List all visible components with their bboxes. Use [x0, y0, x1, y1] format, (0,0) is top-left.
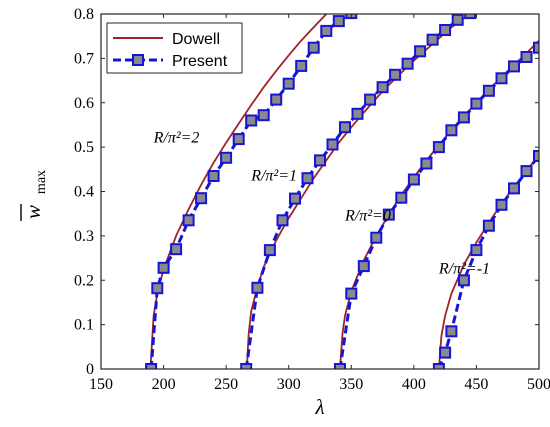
present-point	[326, 138, 339, 151]
present-point	[414, 45, 427, 58]
x-tick-label: 150	[89, 376, 113, 393]
series-line-present-3	[437, 155, 539, 369]
present-point	[495, 198, 508, 211]
present-point	[332, 15, 345, 28]
present-point	[301, 172, 314, 185]
present-point	[207, 170, 220, 182]
present-point	[220, 151, 233, 164]
curve-annotation: R/π²=2	[153, 130, 200, 147]
legend-label-present: Present	[172, 53, 228, 70]
present-point	[339, 121, 351, 134]
present-point	[334, 363, 346, 369]
present-point	[533, 150, 539, 162]
present-point	[420, 157, 433, 170]
present-point	[432, 363, 445, 369]
y-tick-label: 0.5	[74, 139, 94, 156]
y-tick-label: 0.6	[74, 95, 94, 112]
present-point	[351, 107, 364, 120]
present-point	[470, 244, 483, 257]
present-point	[439, 24, 452, 36]
present-point	[457, 111, 470, 124]
present-point	[401, 57, 414, 70]
ticks-layer: 150 200 250 300 350 400 450 500 0 0.1 0.2 0.3 0.4 0.5…	[74, 6, 550, 393]
present-point	[495, 72, 508, 85]
present-point	[482, 84, 495, 97]
present-point	[445, 124, 458, 137]
y-axis-label-sub: max	[34, 170, 49, 194]
series-line-dowell-2	[339, 39, 539, 369]
present-point	[289, 192, 301, 205]
present-point	[170, 243, 183, 256]
present-point	[357, 260, 370, 273]
x-tick-label: 200	[152, 376, 176, 393]
present-point	[245, 114, 258, 127]
y-tick-label: 0.8	[74, 6, 94, 23]
present-point	[470, 97, 483, 110]
present-point	[295, 59, 308, 72]
present-point	[314, 154, 326, 167]
present-point	[240, 363, 253, 369]
present-point	[426, 33, 439, 46]
annotation-layer: R/π²=2 R/π²=1 R/π²=0 R/π²=-1	[153, 130, 490, 278]
present-point	[382, 208, 395, 221]
y-tick-label: 0.4	[74, 184, 94, 201]
present-point	[508, 60, 520, 73]
present-point	[364, 93, 377, 106]
present-point	[345, 287, 358, 300]
y-tick-label: 0.7	[74, 50, 94, 67]
present-point	[282, 77, 295, 90]
present-point	[320, 24, 333, 37]
present-point	[464, 14, 477, 20]
present-point	[151, 282, 164, 295]
present-point	[251, 281, 264, 294]
y-tick-label: 0.2	[74, 272, 94, 289]
curve-annotation: R/π²=1	[250, 167, 297, 184]
legend-marker-present	[132, 54, 144, 66]
present-point	[232, 133, 245, 146]
x-tick-label: 300	[277, 376, 301, 393]
present-point	[457, 274, 470, 287]
present-point	[432, 141, 445, 154]
x-axis-label: λ	[314, 395, 324, 419]
curve-annotation: R/π²=0	[344, 207, 391, 224]
present-point	[195, 192, 208, 205]
present-point	[370, 231, 383, 244]
y-tick-label: 0.1	[74, 317, 94, 334]
present-point	[439, 346, 452, 359]
present-point	[395, 191, 408, 204]
y-tick-label: 0.3	[74, 228, 94, 245]
x-tick-label: 350	[339, 376, 363, 393]
present-point	[520, 51, 533, 63]
legend-label-dowell: Dowell	[172, 31, 220, 48]
legend-box	[106, 22, 243, 74]
present-point	[389, 68, 402, 81]
present-point	[145, 363, 158, 369]
present-point	[533, 41, 539, 54]
y-tick-label: 0	[86, 361, 94, 378]
present-point	[407, 173, 420, 186]
present-point	[520, 165, 533, 178]
series-layer	[145, 14, 539, 369]
curve-annotation: R/π²=-1	[438, 261, 490, 278]
present-point	[451, 14, 464, 26]
present-point	[276, 214, 289, 227]
x-tick-label: 400	[402, 376, 426, 393]
x-tick-label: 500	[527, 376, 550, 393]
present-point	[445, 325, 458, 338]
present-point	[182, 214, 195, 227]
x-tick-label: 250	[214, 376, 238, 393]
present-point	[482, 219, 495, 232]
present-point	[270, 93, 283, 106]
present-point	[508, 182, 520, 195]
present-point	[263, 244, 276, 257]
present-point	[307, 41, 320, 54]
present-point	[157, 261, 170, 274]
legend: Dowell Present	[106, 22, 243, 74]
y-axis-label: w max	[20, 170, 49, 221]
y-axis-label-main: w	[21, 205, 45, 219]
present-point	[376, 81, 389, 94]
x-tick-label: 450	[464, 376, 488, 393]
present-point	[257, 109, 270, 122]
